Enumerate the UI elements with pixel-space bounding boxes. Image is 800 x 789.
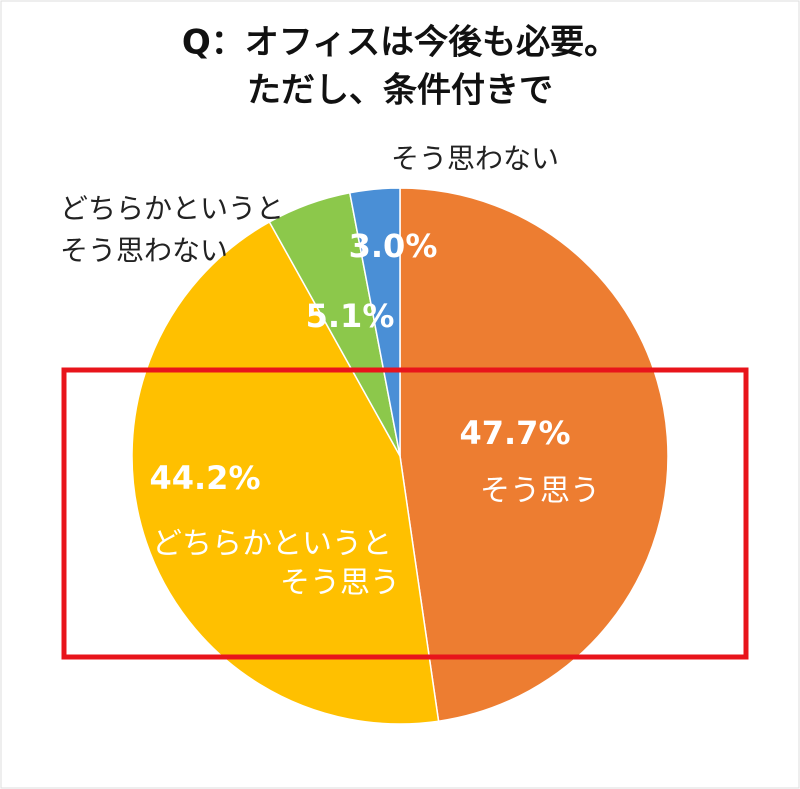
category-label: そう思わない bbox=[60, 234, 228, 267]
highlight-box bbox=[61, 367, 749, 660]
value-label: 47.7% bbox=[459, 414, 570, 452]
pie bbox=[131, 187, 669, 725]
value-label: 3.0% bbox=[349, 227, 438, 265]
pie-slice bbox=[348, 187, 401, 457]
value-label: 5.1% bbox=[306, 297, 395, 335]
category-label: どちらかというと bbox=[152, 527, 392, 562]
labels: 47.7%そう思う44.2%どちらかというとそう思う5.1%どちらかというとそう… bbox=[60, 142, 600, 601]
category-label: どちらかというと bbox=[60, 192, 284, 225]
chart-title: ただし、条件付きで bbox=[247, 71, 553, 111]
category-label: そう思う bbox=[280, 566, 400, 601]
value-label: 44.2% bbox=[149, 459, 260, 497]
pie-slice bbox=[399, 187, 669, 723]
category-label: そう思わない bbox=[391, 142, 559, 175]
pie-slice bbox=[131, 220, 440, 725]
chart-title: Q：オフィスは今後も必要。 bbox=[182, 23, 618, 63]
category-label: そう思う bbox=[480, 474, 600, 509]
